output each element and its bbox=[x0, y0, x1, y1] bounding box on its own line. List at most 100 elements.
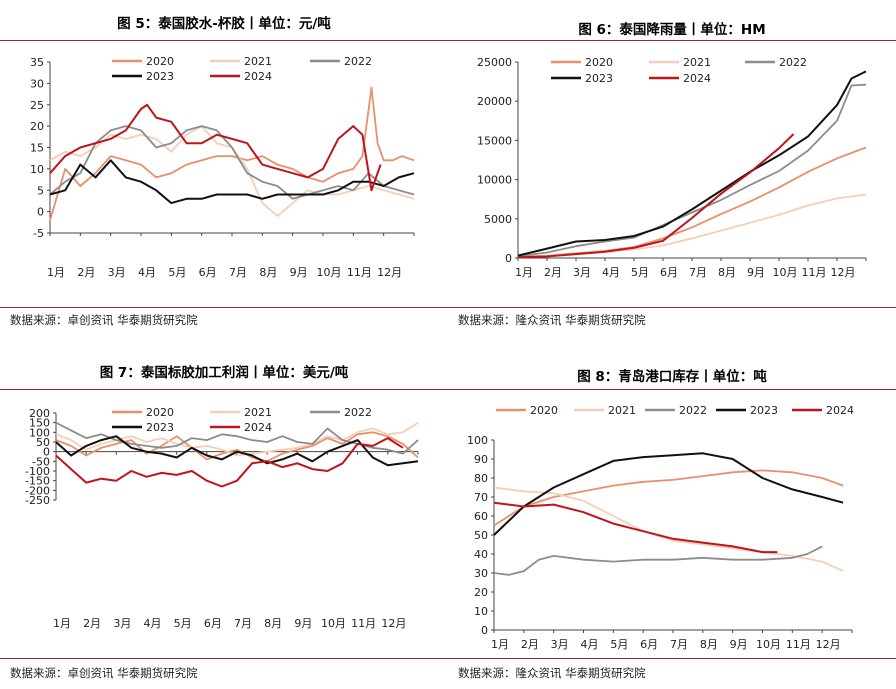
series-line-2020 bbox=[493, 469, 844, 527]
x-tick-label: 8月 bbox=[264, 617, 282, 630]
y-tick-label: 20 bbox=[30, 120, 44, 133]
series-line-2023 bbox=[55, 435, 419, 467]
series-line-2024 bbox=[517, 133, 795, 259]
chart-title: 图 5：泰国胶水-杯胶丨单位：元/吨 bbox=[117, 16, 331, 32]
source-note: 数据来源：卓创资讯 华泰期货研究院 bbox=[10, 666, 198, 680]
x-tick-label: 4月 bbox=[581, 638, 599, 651]
y-tick-label: -100 bbox=[25, 465, 50, 478]
series-line-2024 bbox=[49, 103, 382, 192]
y-tick-label: 30 bbox=[474, 567, 488, 580]
legend-label-2020: 2020 bbox=[146, 406, 174, 419]
y-tick-label: 90 bbox=[474, 453, 488, 466]
series-line-2024 bbox=[55, 437, 404, 488]
legend-label-2021: 2021 bbox=[683, 56, 711, 69]
x-tick-label: 4月 bbox=[138, 266, 156, 279]
source-rule bbox=[448, 658, 896, 659]
x-tick-label: 10月 bbox=[756, 638, 781, 651]
y-tick-label: -200 bbox=[25, 484, 50, 497]
source-rule bbox=[0, 307, 448, 308]
x-tick-label: 12月 bbox=[377, 266, 402, 279]
y-tick-label: 200 bbox=[29, 407, 50, 420]
y-tick-label: 30 bbox=[30, 77, 44, 90]
y-tick-label: 70 bbox=[474, 491, 488, 504]
x-tick-label: 6月 bbox=[660, 266, 678, 279]
title-rule bbox=[0, 389, 448, 390]
x-tick-label: 11月 bbox=[786, 638, 811, 651]
legend-label-2020: 2020 bbox=[146, 55, 174, 68]
legend-label-2023: 2023 bbox=[146, 70, 174, 83]
y-tick-label: 100 bbox=[467, 434, 488, 447]
legend-label-2024: 2024 bbox=[244, 421, 272, 434]
x-tick-label: 4月 bbox=[602, 266, 620, 279]
series-line-2023 bbox=[517, 70, 867, 257]
y-tick-label: 15 bbox=[30, 142, 44, 155]
y-tick-label: 50 bbox=[474, 529, 488, 542]
x-tick-label: 3月 bbox=[108, 266, 126, 279]
y-tick-label: 5 bbox=[37, 184, 44, 197]
source-note: 数据来源：隆众资讯 华泰期货研究院 bbox=[458, 666, 646, 680]
x-tick-label: 12月 bbox=[816, 638, 841, 651]
x-tick-label: 6月 bbox=[204, 617, 222, 630]
legend-label-2020: 2020 bbox=[530, 404, 558, 417]
x-tick-label: 6月 bbox=[199, 266, 217, 279]
chart-rainfall: 0 5000 10000 15000 20000 25000 1月 2月 3月 4月 5月 6月 7月 8… bbox=[477, 56, 867, 279]
x-tick-label: 7月 bbox=[670, 638, 688, 651]
y-tick-label: -250 bbox=[25, 494, 50, 507]
series-line-2020 bbox=[517, 146, 867, 259]
series-line-2020 bbox=[49, 86, 415, 221]
y-tick-label: -150 bbox=[25, 475, 50, 488]
legend-label-2022: 2022 bbox=[344, 55, 372, 68]
legend-label-2024: 2024 bbox=[826, 404, 854, 417]
legend-label-2024: 2024 bbox=[683, 72, 711, 85]
x-tick-label: 2月 bbox=[544, 266, 562, 279]
x-tick-label: 2月 bbox=[83, 617, 101, 630]
legend-label-2023: 2023 bbox=[146, 421, 174, 434]
y-tick-label: 40 bbox=[474, 548, 488, 561]
x-tick-label: 3月 bbox=[113, 617, 131, 630]
x-tick-label: 8月 bbox=[700, 638, 718, 651]
source-rule bbox=[448, 307, 896, 308]
y-tick-label: -5 bbox=[33, 227, 44, 240]
y-tick-label: 100 bbox=[29, 426, 50, 439]
y-tick-label: 25 bbox=[30, 99, 44, 112]
x-tick-label: 3月 bbox=[551, 638, 569, 651]
legend-label-2023: 2023 bbox=[750, 404, 778, 417]
x-tick-label: 10月 bbox=[321, 617, 346, 630]
legend-label-2021: 2021 bbox=[244, 406, 272, 419]
y-tick-label: 80 bbox=[474, 472, 488, 485]
x-tick-label: 1月 bbox=[53, 617, 71, 630]
series-line-2020 bbox=[55, 431, 419, 463]
legend-label-2022: 2022 bbox=[679, 404, 707, 417]
title-rule bbox=[0, 40, 448, 41]
chart-panel-thai-latex-cup-spread: 图 5：泰国胶水-杯胶丨单位：元/吨 -5 0 5 10 15 20 25 30 35 1月 2月 3… bbox=[0, 0, 448, 335]
x-tick-label: 10月 bbox=[317, 266, 342, 279]
x-tick-label: 6月 bbox=[640, 638, 658, 651]
x-tick-label: 11月 bbox=[351, 617, 376, 630]
series-line-2022 bbox=[517, 83, 867, 258]
legend-label-2023: 2023 bbox=[585, 72, 613, 85]
legend-label-2024: 2024 bbox=[244, 70, 272, 83]
y-tick-label: 10000 bbox=[477, 174, 512, 187]
y-tick-label: 20000 bbox=[477, 95, 512, 108]
chart-qingdao-inventory: 0 10 20 30 40 50 60 70 80 90 100 1月 2月 3月 4月 5月 6月 7月 8月 9月… bbox=[467, 404, 854, 651]
y-tick-label: 0 bbox=[43, 446, 50, 459]
series-line-2024 bbox=[493, 501, 778, 554]
x-tick-label: 2月 bbox=[521, 638, 539, 651]
series-line-2022 bbox=[49, 125, 415, 200]
series-line-2021 bbox=[493, 486, 844, 572]
legend-label-2021: 2021 bbox=[608, 404, 636, 417]
y-tick-label: 0 bbox=[481, 624, 488, 637]
x-tick-label: 11月 bbox=[347, 266, 372, 279]
source-note: 数据来源：隆众资讯 华泰期货研究院 bbox=[458, 313, 646, 327]
chart-panel-thai-str-margin: 图 7：泰国标胶加工利润丨单位：美元/吨 -250 -200 -150 -100 -50… bbox=[0, 345, 448, 689]
x-tick-label: 12月 bbox=[381, 617, 406, 630]
x-tick-label: 9月 bbox=[747, 266, 765, 279]
y-tick-label: 20 bbox=[474, 586, 488, 599]
title-rule bbox=[448, 40, 896, 41]
y-tick-label: 5000 bbox=[484, 213, 512, 226]
x-tick-label: 1月 bbox=[491, 638, 509, 651]
x-tick-label: 5月 bbox=[174, 617, 192, 630]
chart-latex-cup-spread: -5 0 5 10 15 20 25 30 35 1月 2月 3月 4月 5月 6月 7月 8月 9月 10月 11月… bbox=[30, 55, 415, 279]
title-rule bbox=[448, 389, 896, 390]
